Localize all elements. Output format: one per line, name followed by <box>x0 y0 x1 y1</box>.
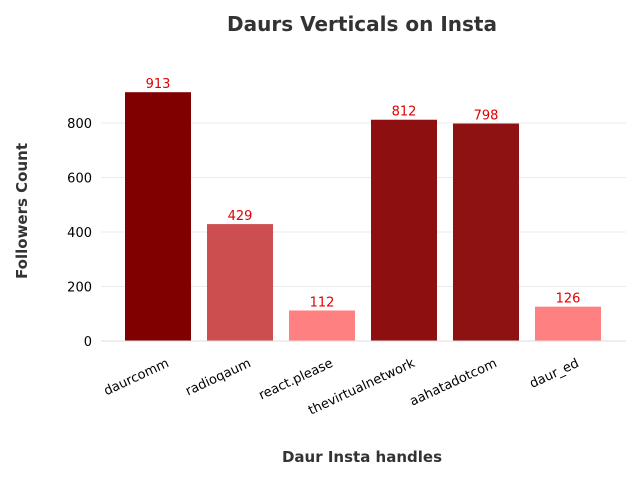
y-axis-ticks: 0 200 400 600 800 <box>67 117 92 350</box>
y-tick-label: 400 <box>67 226 92 241</box>
y-axis-label: Followers Count <box>13 143 31 279</box>
bar <box>207 224 273 341</box>
data-label: 429 <box>228 209 253 224</box>
y-tick-label: 600 <box>67 172 92 187</box>
data-label: 812 <box>392 105 417 120</box>
x-tick-label: daur_ed <box>527 356 581 392</box>
chart-title: Daurs Verticals on Insta <box>227 12 497 36</box>
data-label: 112 <box>310 295 335 310</box>
x-tick-label: aahatadotcom <box>408 356 500 409</box>
data-label: 798 <box>474 109 499 124</box>
bars <box>125 92 601 342</box>
x-tick-label: daurcomm <box>102 356 172 399</box>
x-axis-ticks: daurcomm radioqaum react.pleasethevirtualn… <box>102 356 582 419</box>
y-tick-label: 0 <box>84 335 92 350</box>
data-label: 126 <box>556 292 581 307</box>
bar <box>125 92 191 342</box>
data-label: 913 <box>146 77 171 92</box>
x-axis-label: Daur Insta handles <box>282 448 442 466</box>
bar <box>453 123 519 341</box>
y-tick-label: 800 <box>67 117 92 132</box>
x-tick-label: radioqaum <box>183 356 253 399</box>
bar <box>535 306 601 341</box>
bar <box>289 310 355 341</box>
bar <box>371 119 437 341</box>
y-tick-label: 200 <box>67 281 92 296</box>
data-labels: 913 429 112 812 798 126 <box>146 77 581 310</box>
